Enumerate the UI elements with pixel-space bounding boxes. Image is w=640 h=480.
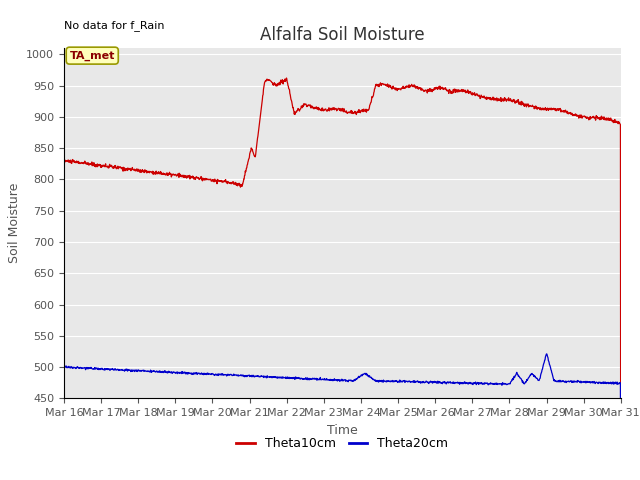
Text: No data for f_Rain: No data for f_Rain	[64, 20, 164, 31]
Theta20cm	[308, 376, 316, 382]
Line: Theta20cm: Theta20cm	[64, 354, 621, 480]
Theta10cm	[308, 104, 316, 110]
Theta10cm	[283, 75, 291, 81]
Theta10cm	[378, 83, 385, 88]
Y-axis label: Soil Moisture: Soil Moisture	[8, 183, 20, 264]
Theta20cm	[377, 378, 385, 384]
Text: TA_met: TA_met	[70, 50, 115, 61]
Title: Alfalfa Soil Moisture: Alfalfa Soil Moisture	[260, 25, 425, 44]
X-axis label: Time: Time	[327, 424, 358, 437]
Theta20cm	[543, 351, 550, 357]
Theta20cm	[126, 367, 134, 373]
Theta20cm	[318, 377, 326, 383]
Theta10cm	[126, 166, 134, 171]
Legend: Theta10cm, Theta20cm: Theta10cm, Theta20cm	[232, 432, 453, 455]
Theta20cm	[103, 366, 111, 372]
Theta10cm	[318, 107, 326, 113]
Theta10cm	[297, 106, 305, 112]
Theta10cm	[103, 164, 111, 169]
Theta20cm	[296, 376, 304, 382]
Theta10cm	[60, 156, 68, 162]
Theta20cm	[60, 364, 68, 370]
Line: Theta10cm: Theta10cm	[64, 78, 621, 480]
